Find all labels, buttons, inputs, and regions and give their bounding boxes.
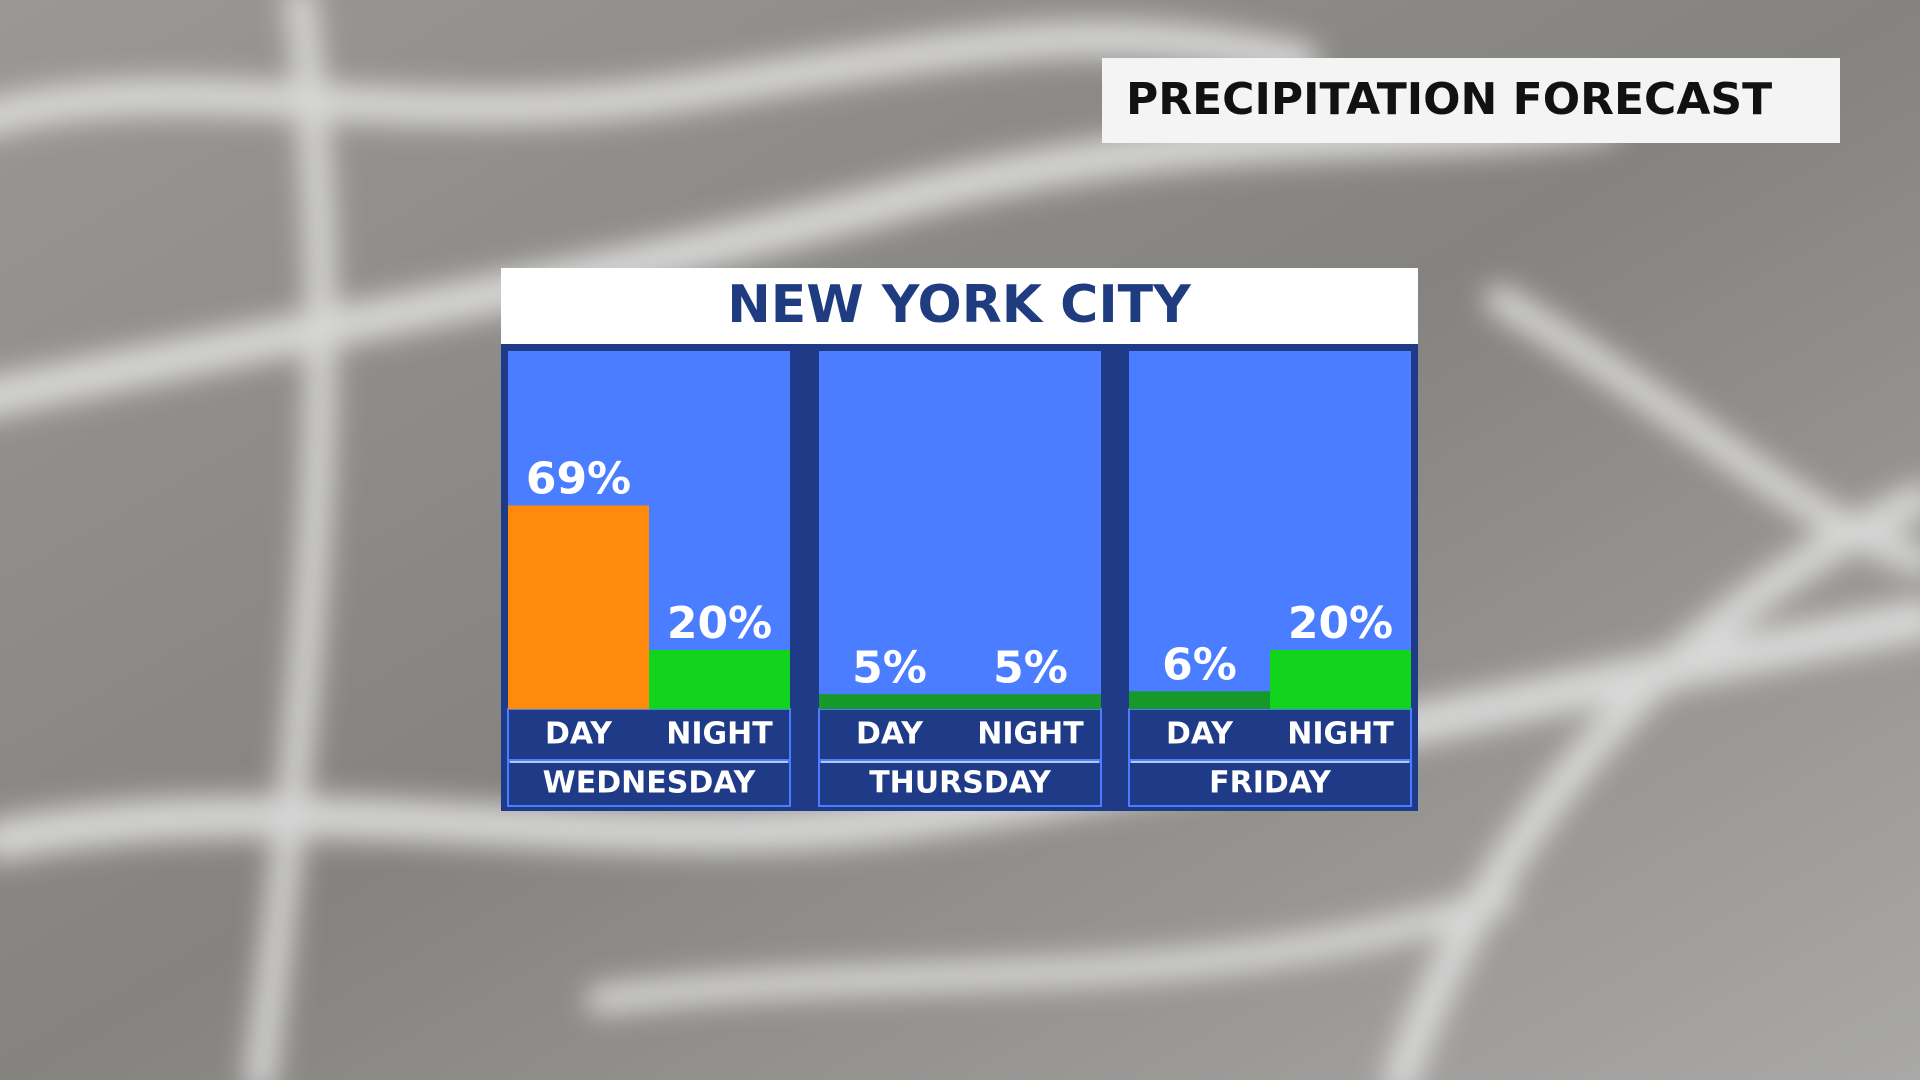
value-label: 69% <box>526 453 631 504</box>
value-label: 5% <box>993 642 1068 693</box>
group-label: FRIDAY <box>1209 766 1332 801</box>
label-row <box>1128 708 1412 761</box>
value-label: 5% <box>852 642 927 693</box>
bar <box>819 694 960 709</box>
chart-title: NEW YORK CITY <box>727 275 1192 335</box>
category-label: DAY <box>545 717 613 752</box>
value-label: 6% <box>1162 639 1237 690</box>
value-label: 20% <box>1288 598 1393 649</box>
category-label: DAY <box>1166 717 1234 752</box>
bar <box>1129 691 1270 709</box>
plot-area <box>1129 351 1411 709</box>
group-label: THURSDAY <box>869 766 1052 801</box>
title-band <box>501 268 1418 344</box>
plot-area <box>819 351 1101 709</box>
value-label: 20% <box>667 598 772 649</box>
day-row <box>818 761 1102 807</box>
bar <box>960 694 1101 709</box>
category-label: NIGHT <box>1287 717 1394 752</box>
label-row <box>818 708 1102 761</box>
bar <box>1270 650 1411 709</box>
day-row <box>1128 761 1412 807</box>
category-label: NIGHT <box>666 717 773 752</box>
label-row <box>507 708 791 761</box>
bar <box>508 505 649 709</box>
category-label: DAY <box>856 717 924 752</box>
bar <box>649 650 790 709</box>
header-box <box>1102 58 1840 143</box>
category-label: NIGHT <box>977 717 1084 752</box>
header-title: PRECIPITATION FORECAST <box>1126 74 1772 125</box>
group-label: WEDNESDAY <box>543 766 757 801</box>
